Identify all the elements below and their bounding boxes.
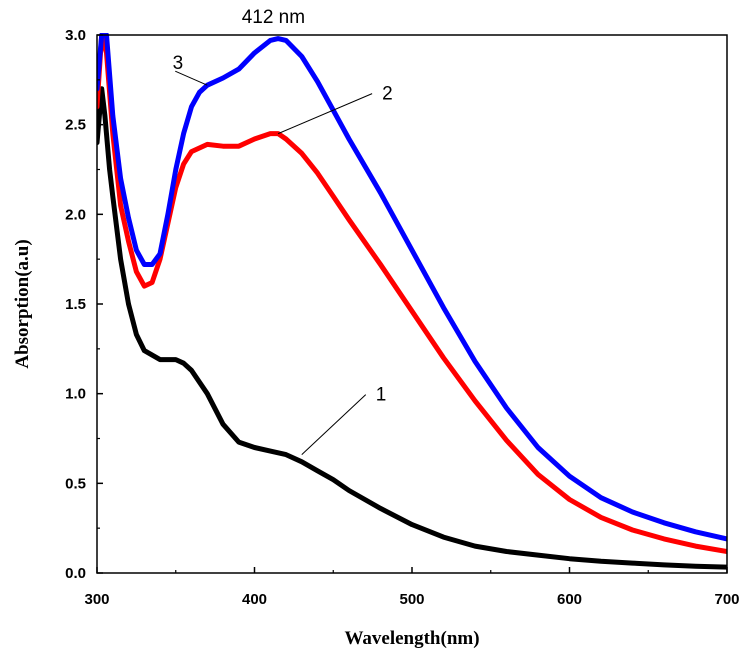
curve-label-1: 1 [376,385,387,406]
series-line-2 [97,33,727,554]
y-tick-label: 0.0 [65,565,86,582]
plot-frame [96,34,728,574]
curve-leader-3 [175,70,208,86]
curve-leader-1 [301,394,367,456]
x-tick-label: 400 [242,591,267,608]
x-tick-label: 600 [557,591,582,608]
series-line-1 [97,86,727,570]
x-tick-label: 700 [714,591,739,608]
peak-annotation: 412 nm [242,7,305,28]
curve-label-3: 3 [173,53,184,74]
y-tick-label: 2.5 [65,117,86,134]
x-tick-label: 500 [399,591,424,608]
y-tick-label: 2.0 [65,206,86,223]
y-tick-label: 0.5 [65,475,86,492]
y-tick-label: 3.0 [65,27,86,44]
curve-leader-2 [277,93,373,135]
x-ticks: 300 400 500 600 700 [84,567,740,608]
y-ticks: 0.0 0.5 1.0 1.5 2.0 2.5 3.0 [65,27,103,582]
series-layer [97,33,727,570]
y-axis-title: Absorption(a.u) [12,239,33,368]
y-tick-label: 1.5 [65,296,86,313]
y-tick-label: 1.0 [65,386,86,403]
x-tick-label: 300 [84,591,109,608]
annotation-layer: 1 2 3 [173,53,393,456]
series-line-3 [97,33,727,542]
x-axis-title: Wavelength(nm) [344,628,479,649]
curve-label-2: 2 [382,84,393,105]
